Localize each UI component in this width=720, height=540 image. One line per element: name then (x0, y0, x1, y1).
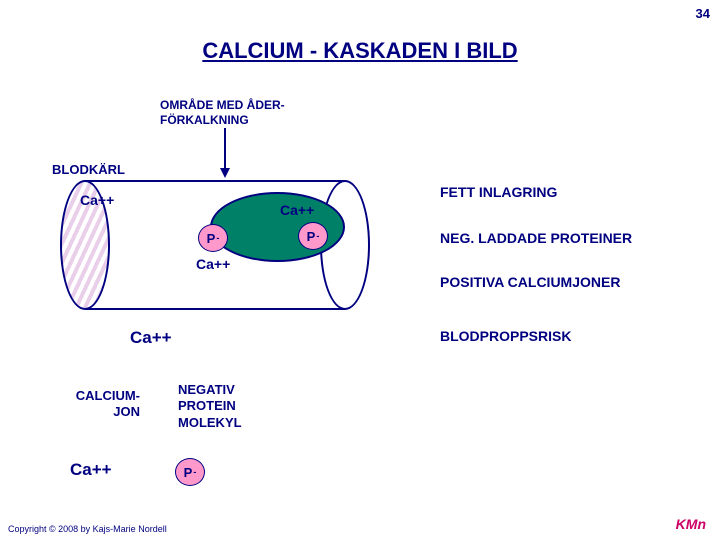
ca-label: Ca++ (80, 192, 114, 208)
ca-label: Ca++ (130, 328, 172, 348)
p-label: P (307, 229, 316, 244)
ca-label: Ca++ (196, 256, 230, 272)
p-sup: - (216, 233, 219, 243)
vessel-label: BLODKÄRL (52, 162, 125, 177)
page-number: 34 (696, 6, 710, 21)
list-item: NEG. LADDADE PROTEINER (440, 230, 632, 246)
p-circle: P- (298, 222, 328, 250)
list-item: POSITIVA CALCIUMJONER (440, 274, 620, 290)
list-item: BLODPROPPSRISK (440, 328, 571, 344)
ca-label: Ca++ (70, 460, 112, 480)
page-title: CALCIUM - KASKADEN I BILD (0, 38, 720, 64)
def-calcium-left: CALCIUM-JON (50, 388, 140, 421)
p-sup: - (316, 231, 319, 241)
copyright: Copyright © 2008 by Kajs-Marie Nordell (8, 524, 167, 534)
p-label: P (207, 231, 216, 246)
ca-label: Ca++ (280, 202, 314, 218)
list-item: FETT INLAGRING (440, 184, 557, 200)
corner-tag: KMn (676, 516, 706, 532)
p-label: P (184, 465, 193, 480)
p-sup: - (193, 467, 196, 477)
p-circle: P- (175, 458, 205, 486)
def-protein-right: NEGATIVPROTEINMOLEKYL (178, 382, 242, 431)
p-circle: P- (198, 224, 228, 252)
arrow-down-icon (218, 128, 232, 178)
area-label: OMRÅDE MED ÅDER-FÖRKALKNING (160, 98, 285, 128)
